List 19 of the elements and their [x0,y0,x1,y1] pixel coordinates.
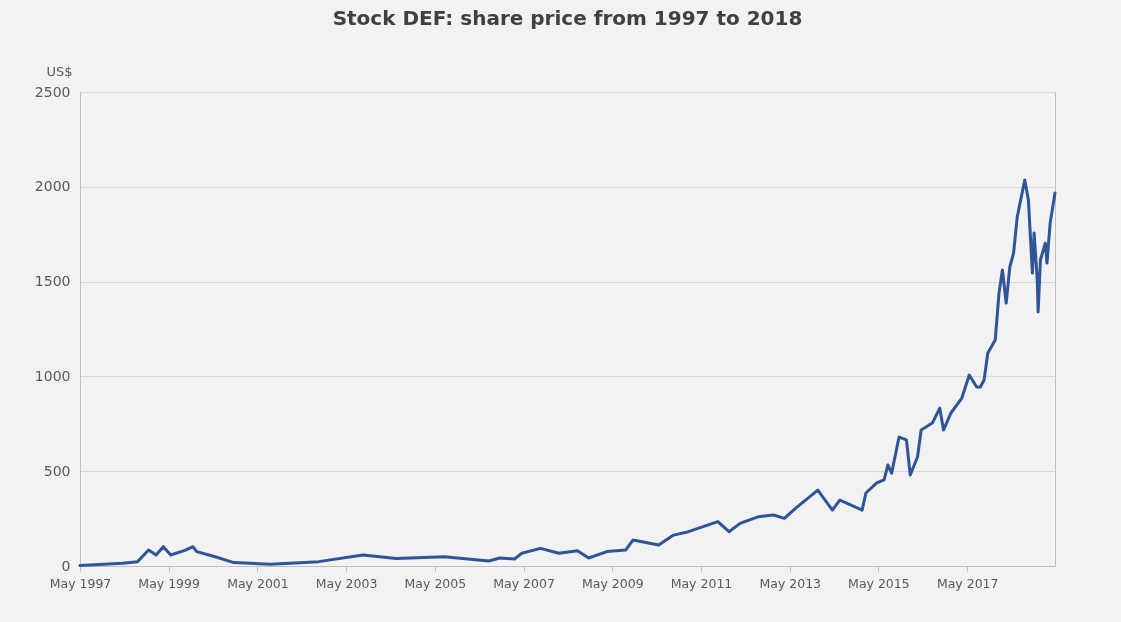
x-tick-label: May 2013 [759,575,822,591]
x-tick-label: May 2017 [936,575,999,591]
y-tick-label: 1000 [34,367,71,384]
x-tick-label: May 2001 [227,575,289,591]
x-tick-label: May 2015 [848,575,910,591]
x-tick-label: May 2003 [315,575,378,591]
y-tick-label: 2000 [34,178,71,195]
y-axis-title: US$ [46,63,73,79]
y-tick-label: 1500 [34,273,71,290]
x-tick-label: May 1997 [49,575,112,591]
x-tick-label: May 2009 [581,575,644,591]
x-tick-label: May 1999 [138,575,201,591]
x-tick-label: May 2007 [493,575,555,591]
x-tick-label: May 2011 [670,575,733,591]
y-tick-label: 500 [43,462,71,479]
x-tick-label: May 2005 [404,575,467,591]
chart-title: Stock DEF: share price from 1997 to 2018 [332,6,803,30]
y-tick-label: 2500 [34,83,71,100]
y-tick-label: 0 [61,557,71,574]
